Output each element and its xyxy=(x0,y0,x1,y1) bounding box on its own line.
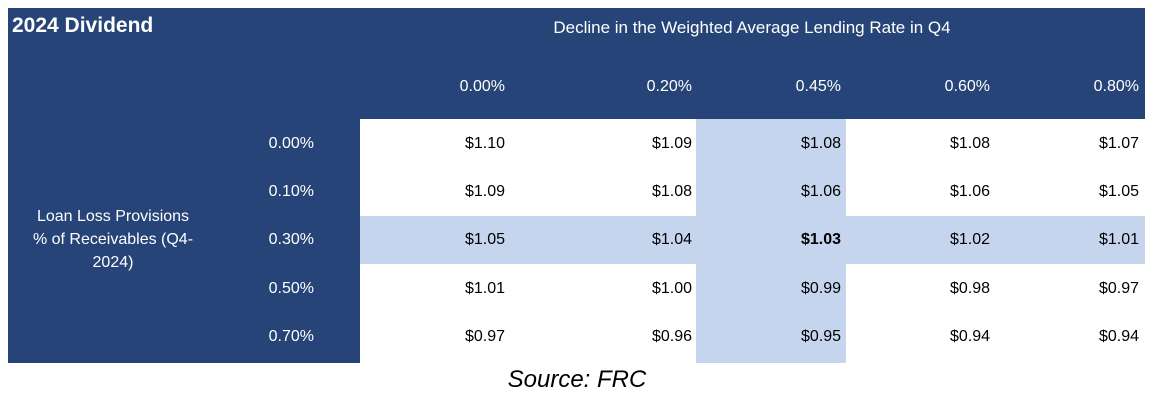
table-cell: $0.97 xyxy=(1098,280,1139,297)
table-cell: $1.09 xyxy=(464,183,505,200)
table-cell: $1.09 xyxy=(651,135,692,152)
table-cell: $0.94 xyxy=(949,328,990,345)
row-label: 0.30% xyxy=(268,231,314,248)
table-cell: $0.97 xyxy=(464,328,505,345)
table-header-band xyxy=(8,8,1145,119)
table-title: 2024 Dividend xyxy=(12,14,154,37)
row-label: 0.70% xyxy=(268,328,314,345)
row-header-line: Loan Loss Provisions xyxy=(36,208,190,225)
highlighted-cell: $1.03 xyxy=(800,231,841,248)
table-cell: $1.10 xyxy=(464,135,505,152)
table-cell: $1.02 xyxy=(949,231,990,248)
table-cell: $0.94 xyxy=(1098,328,1139,345)
table-cell: $1.07 xyxy=(1098,135,1139,152)
table-cell: $1.05 xyxy=(464,231,505,248)
column-header-title: Decline in the Weighted Average Lending … xyxy=(553,18,951,37)
highlighted-column-band xyxy=(696,119,846,363)
table-cell: $1.08 xyxy=(651,183,692,200)
table-cell: $0.98 xyxy=(949,280,990,297)
table-cell: $0.99 xyxy=(800,280,841,297)
table-cell: $1.01 xyxy=(464,280,505,297)
column-label: 0.60% xyxy=(944,78,990,95)
column-label: 0.80% xyxy=(1093,78,1139,95)
table-cell: $1.05 xyxy=(1098,183,1139,200)
column-label: 0.00% xyxy=(459,78,505,95)
row-label: 0.10% xyxy=(268,183,314,200)
column-label: 0.20% xyxy=(646,78,692,95)
row-header-title: Loan Loss Provisions % of Receivables (Q… xyxy=(8,205,218,274)
table-cell: $1.08 xyxy=(800,135,841,152)
table-cell: $1.08 xyxy=(949,135,990,152)
table-cell: $1.01 xyxy=(1098,231,1139,248)
row-label-column xyxy=(8,119,360,363)
table-cell: $1.06 xyxy=(800,183,841,200)
table-cell: $1.00 xyxy=(651,280,692,297)
row-header-line: 2024) xyxy=(92,254,134,271)
row-label: 0.00% xyxy=(268,135,314,152)
table-cell: $0.96 xyxy=(651,328,692,345)
table-cell: $1.06 xyxy=(949,183,990,200)
table-cell: $0.95 xyxy=(800,328,841,345)
source-note: Source: FRC xyxy=(507,366,647,393)
table-cell: $1.04 xyxy=(651,231,692,248)
row-header-line: % of Receivables (Q4- xyxy=(32,231,194,248)
column-label: 0.45% xyxy=(795,78,841,95)
row-label: 0.50% xyxy=(268,280,314,297)
